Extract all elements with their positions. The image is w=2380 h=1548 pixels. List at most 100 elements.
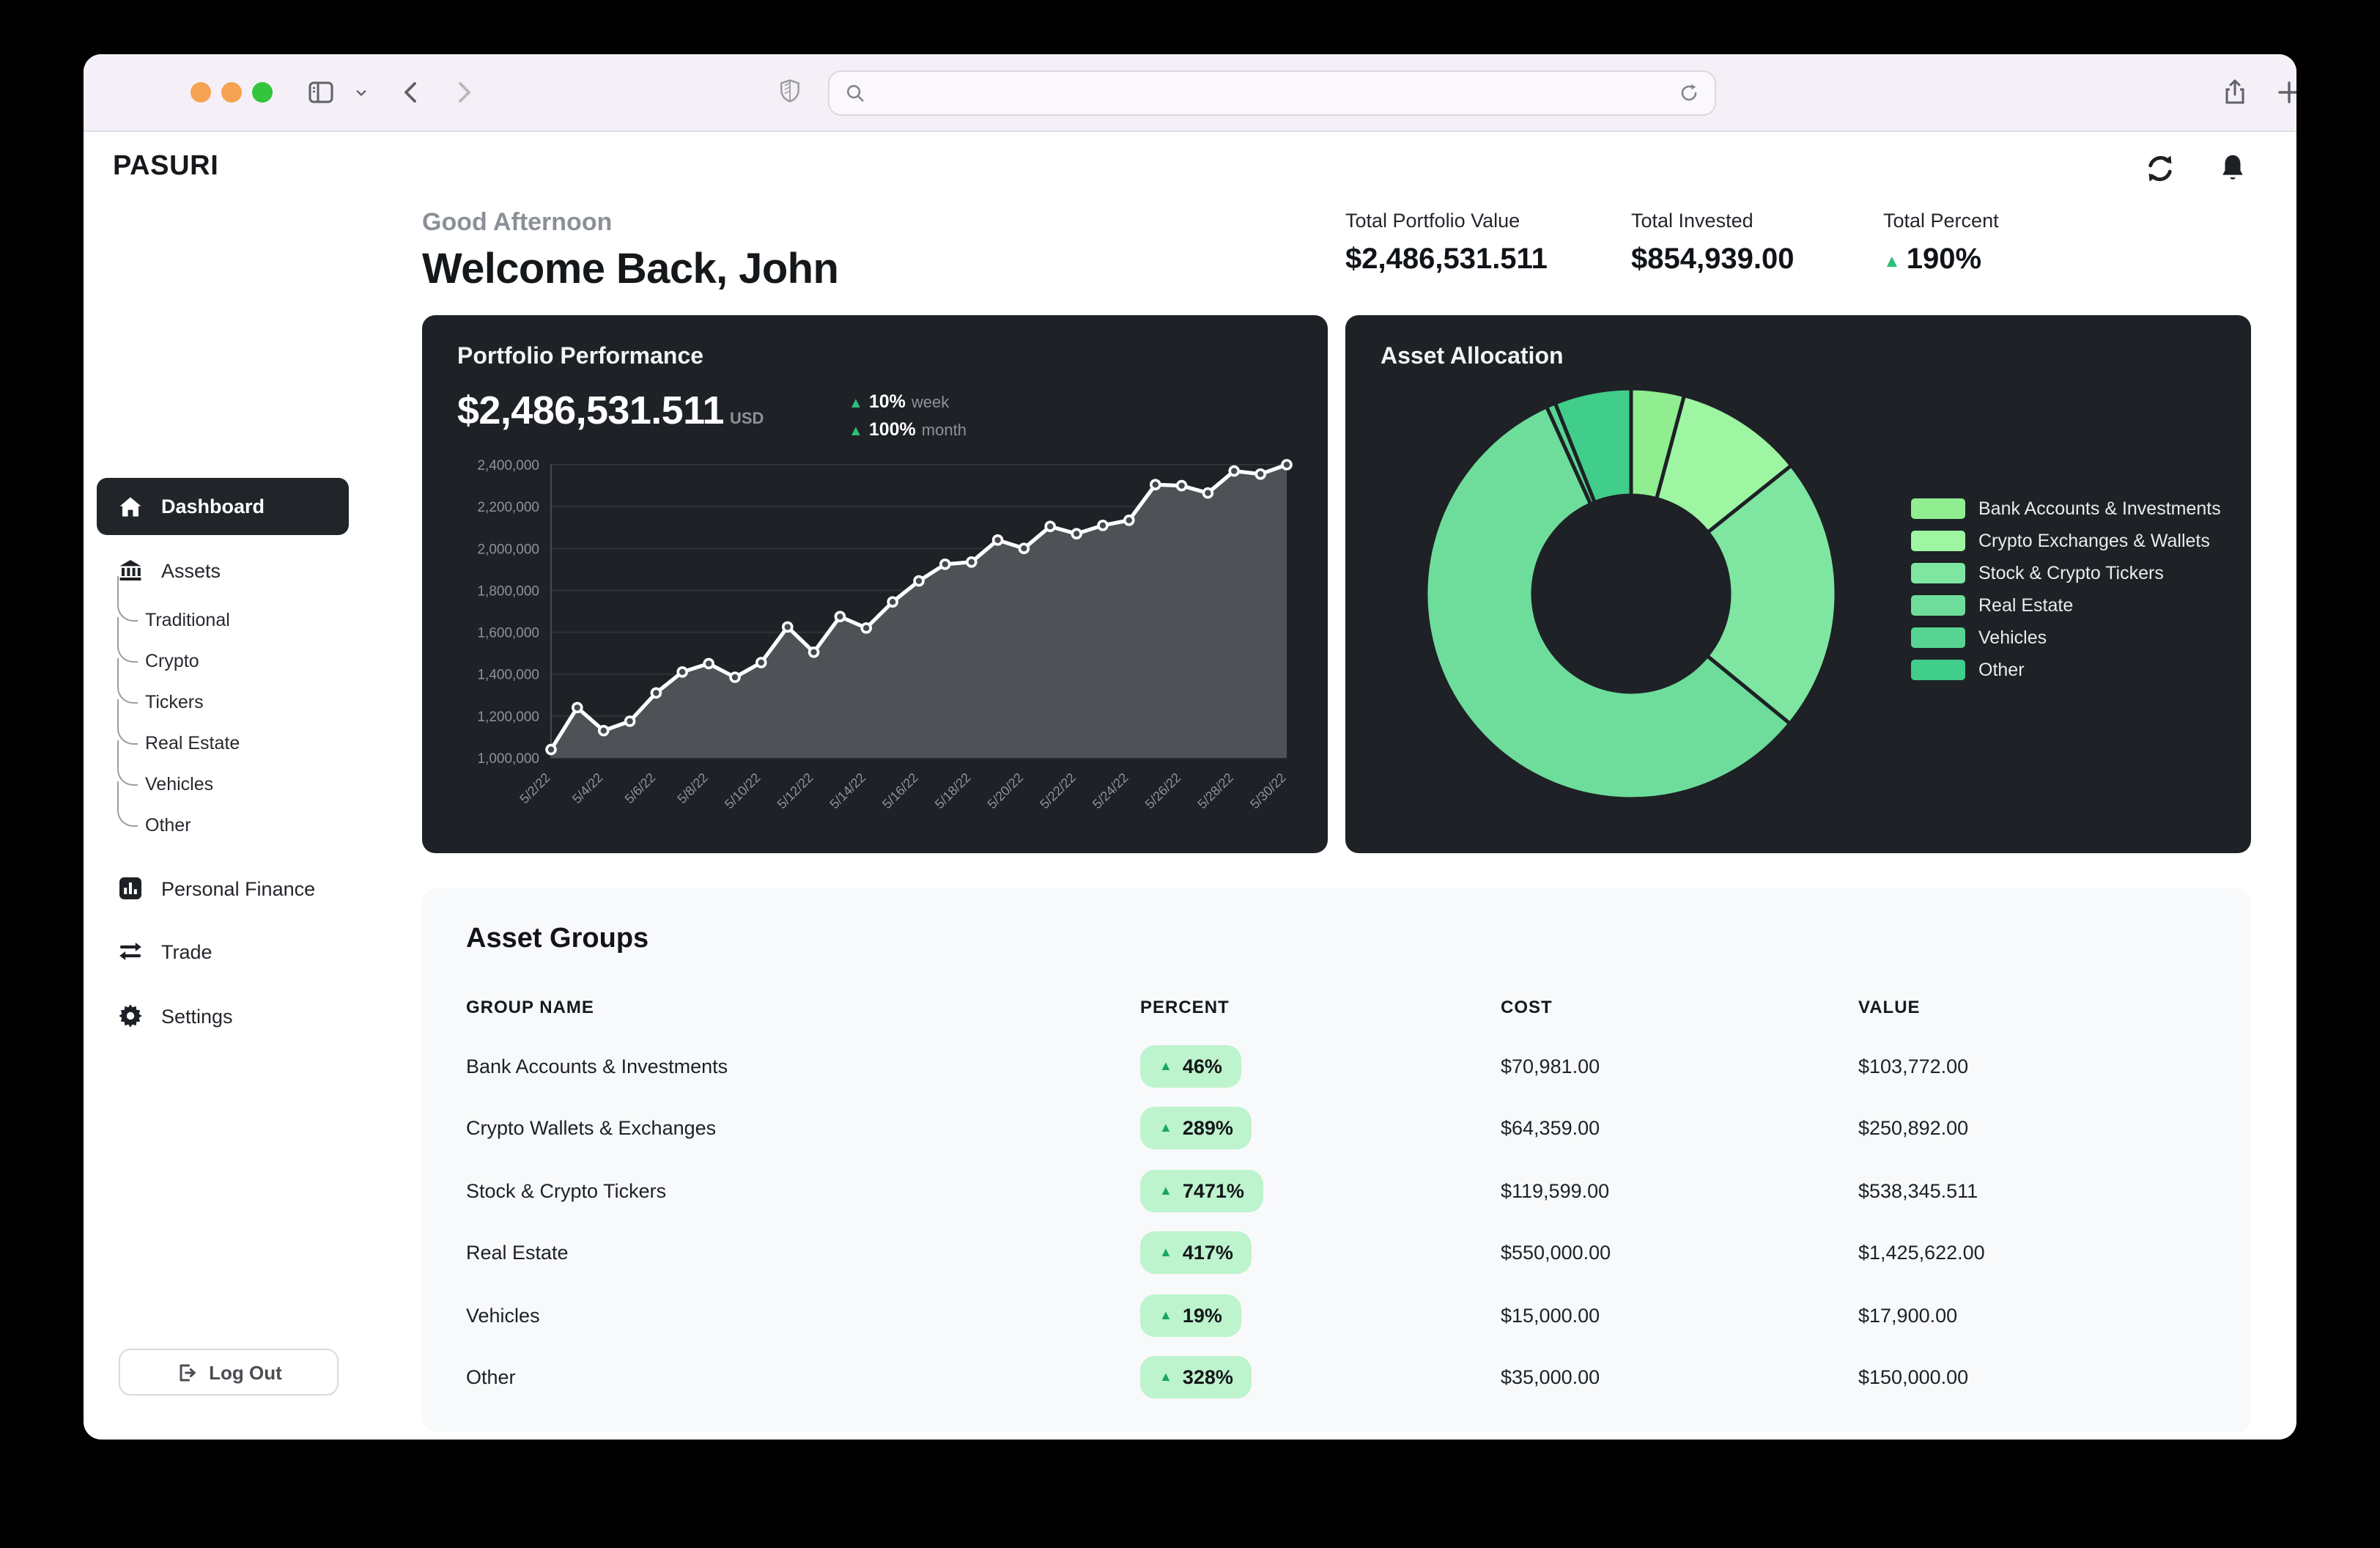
value-cell: $150,000.00 [1858, 1366, 1969, 1389]
sidebar-item-label: Trade [161, 940, 212, 962]
gear-icon [117, 1003, 144, 1029]
address-input[interactable] [866, 81, 1678, 106]
portfolio-performance-card: Portfolio Performance $2,486,531.511 USD… [422, 315, 1328, 853]
card-title: Asset Allocation [1381, 344, 1564, 369]
legend-label: Vehicles [1978, 627, 2047, 647]
svg-text:5/12/22: 5/12/22 [775, 770, 816, 812]
minimize-window-button[interactable] [221, 82, 242, 103]
sidebar-subitem-real-estate[interactable]: Real Estate [104, 699, 353, 764]
value-cell: $103,772.00 [1858, 1055, 1969, 1077]
legend-swatch [1911, 659, 1965, 679]
sidebar-subitem-tickers[interactable]: Tickers [104, 658, 353, 723]
forward-button[interactable] [448, 78, 478, 107]
svg-text:5/6/22: 5/6/22 [622, 770, 659, 807]
legend-item: Bank Accounts & Investments [1911, 497, 2221, 519]
card-title: Portfolio Performance [457, 344, 704, 369]
legend-swatch [1911, 498, 1965, 518]
allocation-donut-chart [1424, 386, 1838, 808]
shield-icon[interactable] [777, 78, 806, 107]
close-window-button[interactable] [191, 82, 211, 103]
table-row: Real Estate ▲ 417% $550,000.00 $1,425,622.00 [422, 1222, 2251, 1284]
portfolio-changes: ▲ 10% week ▲ 100% month [849, 391, 967, 440]
refresh-icon[interactable] [2144, 152, 2176, 185]
page-title: Welcome Back, John [422, 246, 839, 293]
svg-text:2,200,000: 2,200,000 [477, 500, 539, 515]
table-row: Other ▲ 328% $35,000.00 $150,000.00 [422, 1346, 2251, 1409]
legend-label: Bank Accounts & Investments [1978, 498, 2221, 518]
sidebar-item-label: Assets [161, 559, 221, 581]
search-icon [844, 82, 866, 104]
trend-up-icon: ▲ [1159, 1058, 1172, 1073]
value-cell: $250,892.00 [1858, 1117, 1969, 1140]
svg-text:5/2/22: 5/2/22 [517, 770, 553, 807]
browser-window: PASURI Dashboard Assets Traditional Crypt… [84, 54, 2296, 1440]
sidebar-subitem-other[interactable]: Other [104, 781, 353, 846]
trend-up-icon: ▲ [1159, 1120, 1172, 1135]
sidebar-subitem-vehicles[interactable]: Vehicles [104, 740, 353, 805]
svg-text:5/10/22: 5/10/22 [722, 770, 764, 812]
legend-item: Other [1911, 658, 2221, 680]
sidebar-toggle-icon[interactable] [306, 78, 336, 107]
reload-icon[interactable] [1678, 82, 1700, 104]
greeting-text: Good Afternoon [422, 208, 613, 236]
svg-text:5/8/22: 5/8/22 [674, 770, 711, 807]
share-icon[interactable] [2220, 78, 2250, 107]
sidebar-item-assets[interactable]: Assets [97, 548, 349, 592]
home-icon [117, 493, 144, 520]
legend-swatch [1911, 627, 1965, 647]
svg-text:5/30/22: 5/30/22 [1247, 770, 1289, 812]
currency-label: USD [730, 410, 764, 428]
sidebar-item-personal-finance[interactable]: Personal Finance [97, 866, 349, 910]
percent-badge: ▲ 19% [1140, 1294, 1241, 1337]
value-cell: $1,425,622.00 [1858, 1242, 1985, 1264]
group-name-cell: Bank Accounts & Investments [466, 1055, 728, 1077]
zoom-window-button[interactable] [252, 82, 273, 103]
sidebar-item-label: Personal Finance [161, 877, 316, 899]
sidebar-item-trade[interactable]: Trade [97, 929, 349, 973]
legend-label: Real Estate [1978, 594, 2074, 615]
trend-up-icon: ▲ [1159, 1245, 1172, 1260]
sidebar-assets-subtree: Traditional Crypto Tickers Real Estate Vehic… [104, 576, 353, 846]
legend-label: Other [1978, 659, 2025, 679]
app-header: PASURI [84, 132, 2296, 205]
percent-badge: ▲ 328% [1140, 1356, 1252, 1399]
sidebar-item-dashboard[interactable]: Dashboard [97, 478, 349, 535]
svg-text:5/4/22: 5/4/22 [569, 770, 606, 807]
trend-up-icon: ▲ [849, 424, 863, 440]
asset-allocation-card: Asset Allocation Bank Accounts & Investm… [1345, 315, 2251, 853]
cost-cell: $119,599.00 [1501, 1179, 1610, 1202]
cost-cell: $35,000.00 [1501, 1366, 1600, 1389]
address-bar[interactable] [828, 70, 1716, 116]
svg-text:5/26/22: 5/26/22 [1142, 770, 1184, 812]
back-button[interactable] [397, 78, 426, 107]
group-name-cell: Vehicles [466, 1304, 540, 1327]
stat-total-portfolio-value: Total Portfolio Value $2,486,531.511 [1345, 210, 1548, 276]
group-name-cell: Real Estate [466, 1242, 569, 1264]
svg-text:2,400,000: 2,400,000 [477, 458, 539, 473]
sidebar-subitem-crypto[interactable]: Crypto [104, 617, 353, 682]
notifications-bell-icon[interactable] [2217, 152, 2250, 185]
cost-cell: $64,359.00 [1501, 1117, 1600, 1140]
value-cell: $538,345.511 [1858, 1179, 1978, 1202]
new-tab-icon[interactable] [2274, 78, 2296, 107]
app-logo: PASURI [113, 151, 219, 182]
trend-up-icon: ▲ [849, 396, 863, 412]
legend-item: Crypto Exchanges & Wallets [1911, 529, 2221, 551]
log-out-button[interactable]: Log Out [119, 1349, 339, 1396]
legend-item: Vehicles [1911, 626, 2221, 648]
trend-up-icon: ▲ [1159, 1182, 1172, 1198]
trend-up-icon: ▲ [1159, 1369, 1172, 1385]
svg-text:1,200,000: 1,200,000 [477, 710, 539, 725]
stat-total-percent: Total Percent ▲ 190% [1883, 210, 1999, 276]
chevron-down-icon[interactable] [352, 84, 381, 113]
table-header-row: GROUP NAME PERCENT COST VALUE [466, 997, 1921, 1017]
sidebar-subitem-traditional[interactable]: Traditional [104, 576, 353, 641]
svg-text:5/22/22: 5/22/22 [1037, 770, 1079, 812]
donut-slice [1424, 404, 1793, 801]
svg-text:5/28/22: 5/28/22 [1195, 770, 1237, 812]
svg-text:5/24/22: 5/24/22 [1090, 770, 1131, 812]
section-title: Asset Groups [466, 924, 649, 954]
donut-slice [1553, 386, 1633, 505]
sidebar-item-settings[interactable]: Settings [97, 994, 349, 1038]
